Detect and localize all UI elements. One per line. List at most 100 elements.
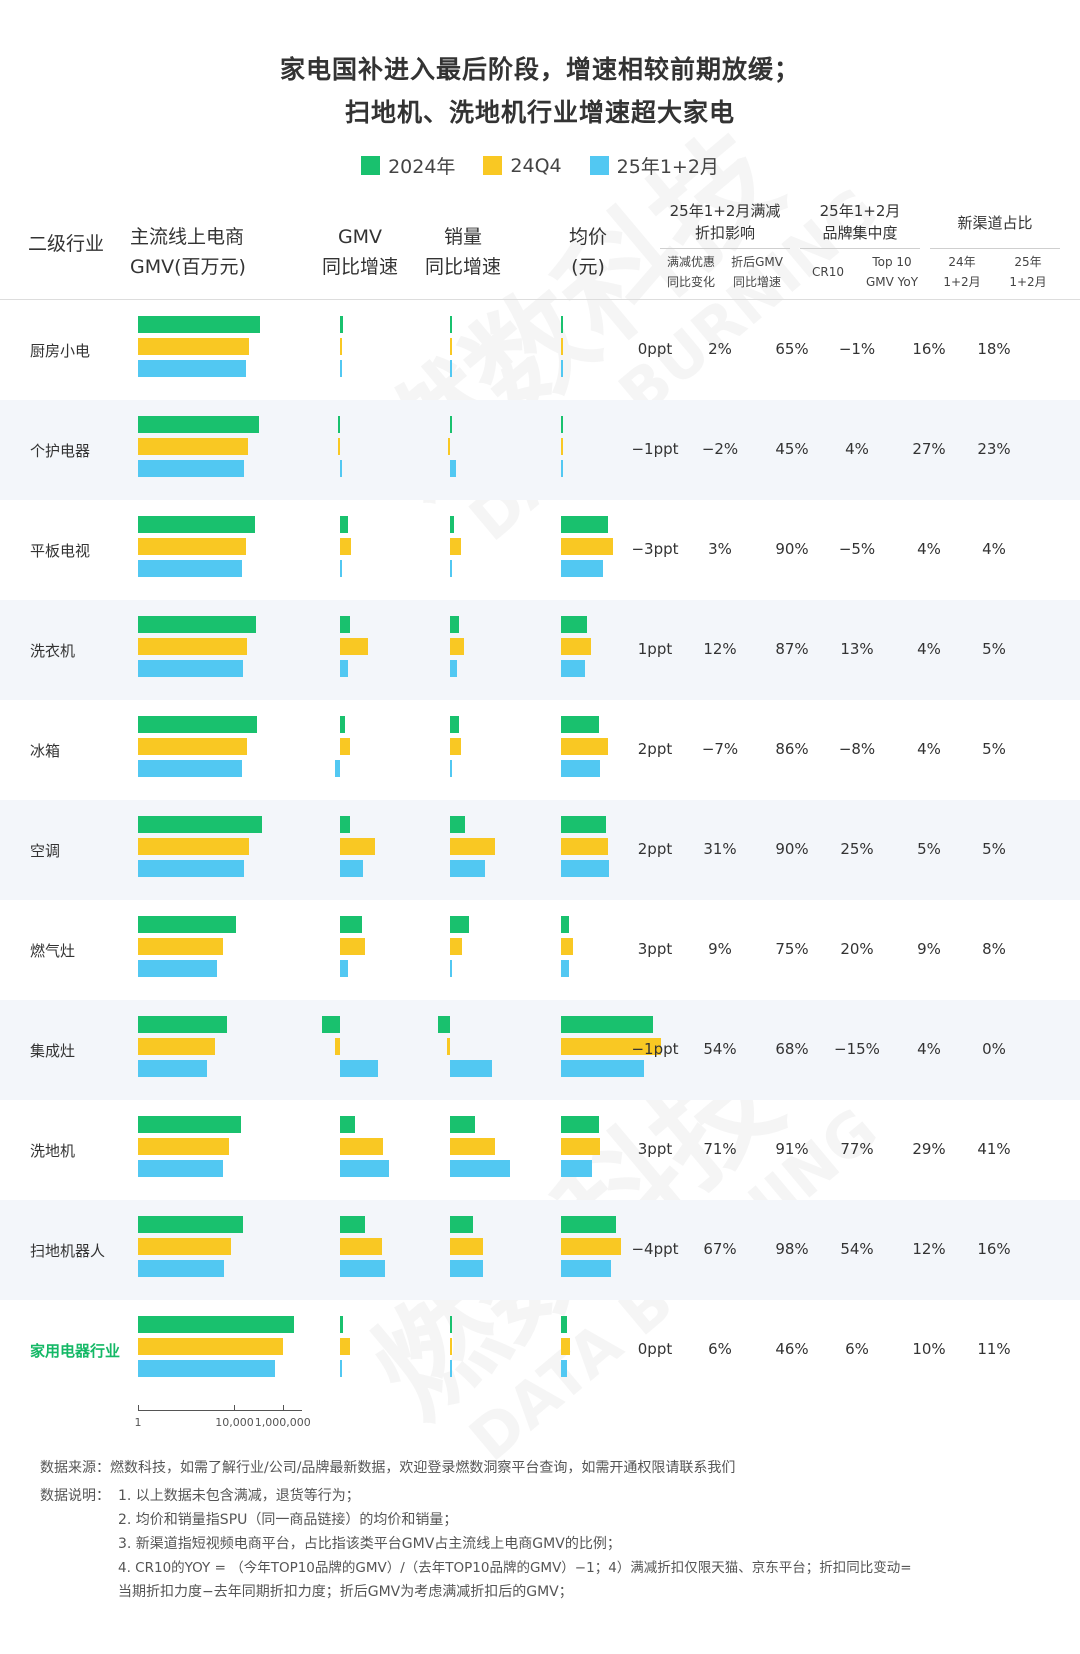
vol-yoy-bar (450, 716, 459, 733)
price-bar (561, 760, 600, 777)
vol-yoy-bar (450, 938, 462, 955)
gmv-yoy-bar (335, 1038, 340, 1055)
gmv-bar (138, 1060, 207, 1077)
vol-yoy-bar (450, 1116, 475, 1133)
gmv-bar (138, 560, 242, 577)
price-bar (561, 1360, 567, 1377)
table-row: 平板电视 −3ppt 3% 90% −5% 4% 4% (0, 500, 1080, 600)
table-row: 洗衣机 1ppt 12% 87% 13% 4% 5% (0, 600, 1080, 700)
gmv-yoy-bar (340, 1138, 383, 1155)
price-bar (561, 1038, 662, 1055)
cell-c25: 5% (982, 640, 1006, 658)
cell-top10: 4% (845, 440, 869, 458)
price-bar (561, 616, 587, 633)
header-bottom-line (0, 299, 1080, 300)
row-label: 冰箱 (30, 742, 61, 760)
gmv-yoy-bar (340, 516, 348, 533)
cell-d2: −2% (701, 440, 739, 458)
cell-d2: 6% (708, 1340, 732, 1358)
header-brand-line2: 品牌集中度 (822, 224, 898, 242)
header-channel-sub2: 25年 1+2月 (996, 252, 1060, 292)
cell-cr10: 75% (775, 940, 809, 958)
cell-cr10: 45% (775, 440, 809, 458)
vol-yoy-bar (450, 760, 452, 777)
table-row: 家用电器行业 0ppt 6% 46% 6% 10% 11% (0, 1300, 1080, 1400)
row-label: 洗地机 (30, 1142, 76, 1160)
row-label: 个护电器 (30, 442, 91, 460)
cell-c25: 23% (977, 440, 1011, 458)
gmv-yoy-bar (340, 1260, 385, 1277)
price-bar (561, 1116, 599, 1133)
cell-cr10: 86% (775, 740, 809, 758)
price-bar (561, 360, 563, 377)
header-discount-sub1: 满减优惠 同比变化 (660, 252, 722, 292)
cell-c24: 9% (917, 940, 941, 958)
cell-c25: 5% (982, 740, 1006, 758)
vol-yoy-bar (450, 638, 464, 655)
gmv-yoy-bar (340, 660, 348, 677)
legend-swatch-25 (589, 156, 609, 175)
header-gmv: 主流线上电商 GMV(百万元) (130, 222, 246, 282)
gmv-axis-tick-label: 1,000,000 (254, 1416, 311, 1429)
price-bar (561, 338, 564, 355)
price-bar (561, 716, 599, 733)
cell-c24: 27% (912, 440, 946, 458)
gmv-yoy-bar (340, 1216, 365, 1233)
cell-cr10: 91% (775, 1140, 809, 1158)
gmv-bar (138, 1316, 295, 1333)
gmv-yoy-bar (340, 1160, 389, 1177)
table-row: 洗地机 3ppt 71% 91% 77% 29% 41% (0, 1100, 1080, 1200)
cell-cr10: 90% (775, 840, 809, 858)
cell-top10: 54% (840, 1240, 874, 1258)
cell-c24: 29% (912, 1140, 946, 1158)
gmv-yoy-bar (340, 616, 350, 633)
gmv-axis-tick-label: 10,000 (215, 1416, 254, 1429)
gmv-axis-tick (282, 1405, 284, 1411)
row-label: 厨房小电 (30, 342, 91, 360)
vol-yoy-bar (450, 616, 459, 633)
gmv-bar (138, 960, 217, 977)
gmv-yoy-bar (340, 838, 375, 855)
vol-yoy-bar (450, 1160, 510, 1177)
gmv-yoy-bar (340, 1238, 382, 1255)
price-bar (561, 1238, 622, 1255)
gmv-yoy-bar (340, 1060, 378, 1077)
note-5: 当期折扣力度−去年同期折扣力度；折后GMV为考虑满减折扣后的GMV； (118, 1584, 573, 1600)
gmv-bar (138, 516, 255, 533)
cell-top10: 6% (845, 1340, 869, 1358)
price-bar (561, 660, 585, 677)
gmv-bar (138, 816, 263, 833)
cell-cr10: 46% (775, 1340, 809, 1358)
gmv-bar (138, 1260, 224, 1277)
price-bar (561, 1316, 567, 1333)
cell-c24: 4% (917, 1040, 941, 1058)
gmv-yoy-bar (340, 538, 351, 555)
row-label: 家用电器行业 (30, 1342, 121, 1360)
vol-yoy-bar (450, 1316, 452, 1333)
vol-yoy-bar (450, 1138, 495, 1155)
cell-top10: −1% (838, 340, 876, 358)
header-channel-sub1-line1: 24年 (948, 255, 976, 269)
price-bar (561, 1016, 654, 1033)
header-brand-sub2: Top 10 GMV YoY (860, 252, 924, 292)
header-vol-yoy-line1: 销量 (443, 226, 482, 248)
header-discount-sub1-line1: 满减优惠 (666, 255, 715, 269)
cell-d2: 31% (703, 840, 737, 858)
price-bar (561, 816, 606, 833)
cell-c25: 8% (982, 940, 1006, 958)
vol-yoy-bar (450, 916, 469, 933)
gmv-yoy-bar (338, 416, 340, 433)
gmv-bar (138, 316, 260, 333)
gmv-yoy-bar (340, 916, 362, 933)
cell-d2: 54% (703, 1040, 737, 1058)
cell-c25: 4% (982, 540, 1006, 558)
price-bar (561, 1260, 611, 1277)
header-price-line1: 均价 (568, 226, 607, 248)
gmv-bar (138, 638, 247, 655)
header-discount-sub2-line1: 折后GMV (731, 255, 783, 269)
gmv-bar (138, 438, 248, 455)
table-row: 冰箱 2ppt −7% 86% −8% 4% 5% (0, 700, 1080, 800)
header-brand: 25年1+2月 品牌集中度 (800, 200, 920, 244)
header-brand-sub2-line1: Top 10 (872, 255, 912, 269)
gmv-bar (138, 360, 246, 377)
